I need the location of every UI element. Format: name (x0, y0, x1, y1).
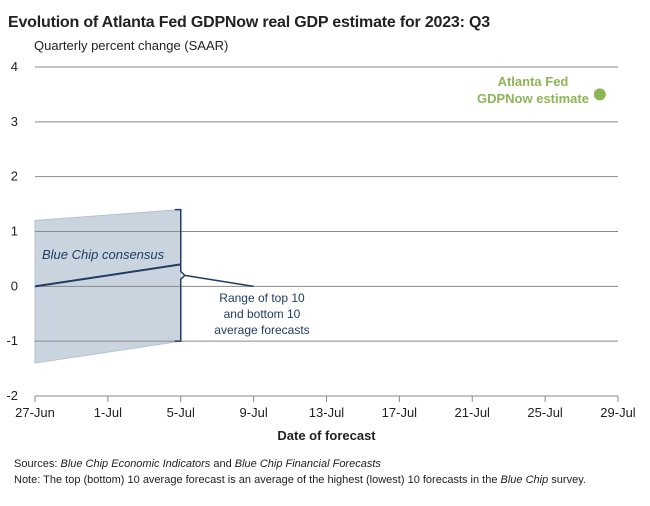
x-tick-label: 29-Jul (600, 405, 636, 420)
footnote: Note: The top (bottom) 10 average foreca… (14, 474, 586, 486)
chart-title: Evolution of Atlanta Fed GDPNow real GDP… (8, 14, 490, 31)
y-tick-label: 3 (11, 114, 18, 129)
range-label-line1: Range of top 10 (219, 291, 305, 305)
y-tick-label: -1 (6, 333, 18, 348)
note-blue-chip: Blue Chip (500, 474, 549, 486)
x-tick-label: 9-Jul (240, 405, 268, 420)
note-text-1: The top (bottom) 10 average forecast is … (43, 474, 498, 486)
gdpnow-label-line1: Atlanta Fed (498, 74, 569, 89)
x-tick-label: 21-Jul (455, 405, 491, 420)
y-tick-label: -2 (6, 388, 18, 403)
sources-and: and (213, 458, 232, 470)
sources-label: Sources: (14, 458, 58, 470)
x-tick-label: 27-Jun (15, 405, 55, 420)
range-label-line2: and bottom 10 (224, 307, 301, 321)
x-axis-label: Date of forecast (277, 428, 376, 443)
sources-note: Sources: Blue Chip Economic Indicators a… (14, 458, 381, 470)
y-tick-label: 2 (11, 169, 18, 184)
y-tick-label: 1 (11, 224, 18, 239)
range-label-line3: average forecasts (214, 323, 309, 337)
x-tick-label: 13-Jul (309, 405, 345, 420)
chart-subtitle: Quarterly percent change (SAAR) (34, 38, 229, 53)
y-tick-label: 0 (11, 278, 18, 293)
gdpnow-label-line2: GDPNow estimate (477, 91, 589, 106)
note-label: Note: (14, 474, 41, 486)
x-tick-label: 1-Jul (94, 405, 122, 420)
sources-source-2: Blue Chip Financial Forecasts (234, 458, 381, 470)
note-text-2: survey. (551, 474, 586, 486)
blue-chip-consensus-label: Blue Chip consensus (42, 247, 165, 262)
x-tick-label: 17-Jul (382, 405, 418, 420)
series-line-blue-chip-consensus (34, 263, 181, 288)
x-tick-label: 25-Jul (527, 405, 563, 420)
y-tick-label: 4 (11, 59, 18, 74)
x-tick-label: 5-Jul (167, 405, 195, 420)
range-leader-line (184, 274, 254, 288)
sources-source-1: Blue Chip Economic Indicators (60, 458, 211, 470)
series-point-gdpnow (593, 88, 606, 101)
